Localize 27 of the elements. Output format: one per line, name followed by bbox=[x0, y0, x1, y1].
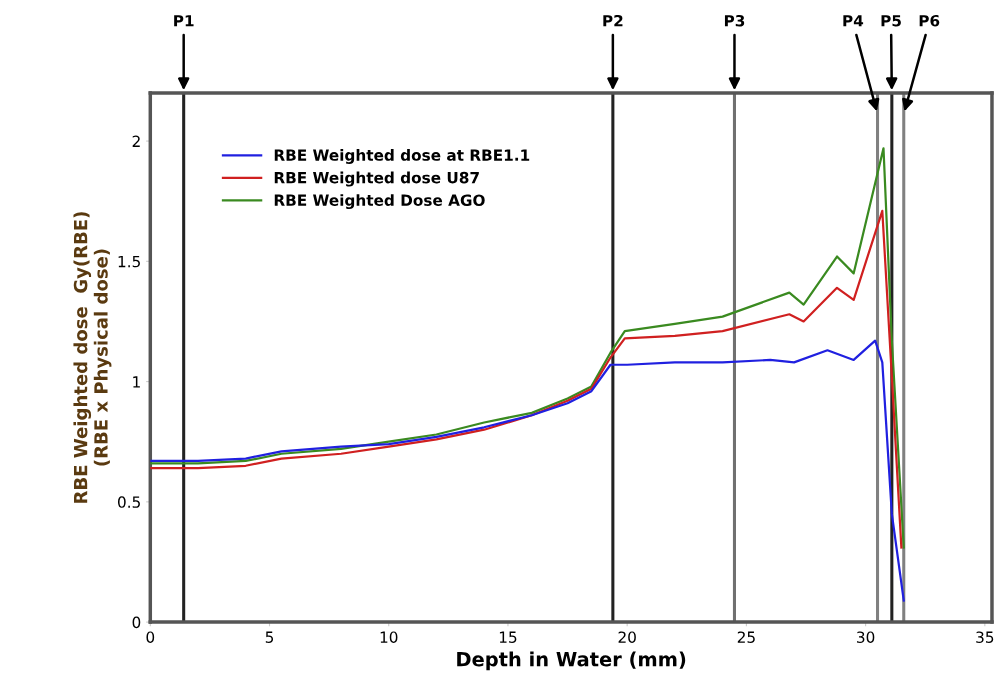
x-tick-label: 30 bbox=[857, 631, 875, 643]
legend-label: RBE Weighted dose at RBE1.1 bbox=[274, 149, 530, 164]
y-tick-label: 0 bbox=[132, 616, 141, 629]
ref-line-label: P5 bbox=[881, 15, 901, 27]
ref-line-label: P4 bbox=[843, 15, 864, 27]
y-tick-label: 1 bbox=[133, 376, 140, 388]
ref-line-label: P3 bbox=[724, 14, 745, 27]
y-tick-label: 1.5 bbox=[118, 256, 140, 268]
ref-line-label: P1 bbox=[174, 15, 194, 27]
line-series bbox=[150, 147, 905, 549]
x-axis-title: Depth in Water (mm) bbox=[457, 651, 686, 671]
ref-line-label: P6 bbox=[919, 14, 940, 27]
ref-line-label: P2 bbox=[603, 14, 623, 27]
y-axis-title: RBE Weighted dose Gy(RBE) (RBE x Physical dose) bbox=[73, 212, 112, 503]
x-tick-label: 20 bbox=[618, 631, 636, 643]
x-tick-label: 0 bbox=[146, 631, 155, 643]
legend-label: RBE Weighted Dose AGO bbox=[274, 194, 485, 210]
x-tick-label: 10 bbox=[380, 631, 398, 643]
y-tick-label: 0.5 bbox=[117, 496, 140, 508]
x-tick-label: 5 bbox=[265, 631, 274, 643]
x-tick-label: 25 bbox=[737, 631, 755, 643]
line-series bbox=[150, 209, 903, 549]
legend-label: RBE Weighted dose U87 bbox=[274, 171, 479, 187]
x-tick-label: 35 bbox=[976, 631, 994, 643]
x-tick-label: 15 bbox=[499, 631, 517, 643]
line-series bbox=[150, 339, 905, 602]
y-tick-label: 2 bbox=[132, 135, 140, 147]
